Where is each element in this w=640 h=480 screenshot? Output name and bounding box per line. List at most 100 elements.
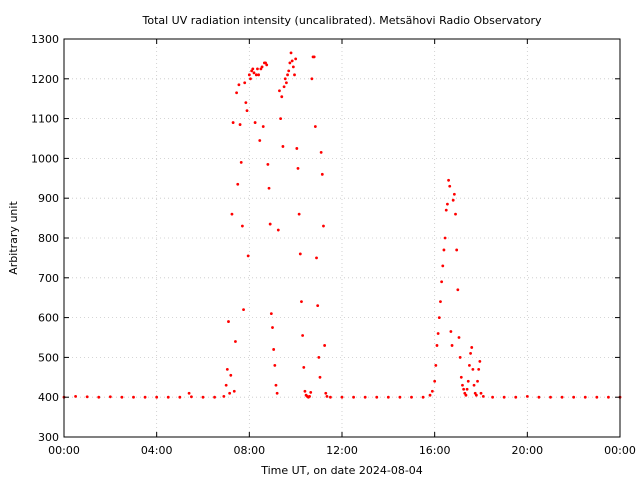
data-point — [268, 222, 272, 226]
data-point — [260, 65, 264, 69]
data-point — [295, 147, 299, 150]
data-point — [466, 379, 470, 383]
data-point — [267, 186, 271, 190]
data-point — [315, 256, 318, 260]
data-point — [447, 178, 450, 182]
data-point — [279, 117, 283, 120]
data-point — [297, 212, 301, 216]
data-point — [436, 332, 440, 335]
y-tick-label: 400 — [38, 391, 59, 404]
data-point — [329, 395, 332, 399]
data-point — [316, 304, 320, 308]
data-point — [456, 288, 460, 292]
data-point — [243, 81, 247, 85]
data-point — [278, 89, 281, 93]
x-axis-label: Time UT, on date 2024-08-04 — [260, 464, 423, 477]
data-point — [340, 395, 344, 399]
data-point — [502, 395, 506, 399]
data-point — [462, 387, 466, 391]
data-point — [256, 67, 259, 71]
x-tick-label: 16:00 — [419, 444, 451, 457]
data-point — [269, 312, 273, 316]
data-point — [560, 395, 564, 399]
x-tick-label: 12:00 — [326, 444, 358, 457]
y-axis-label: Arbitrary unit — [7, 201, 20, 275]
data-point — [230, 212, 234, 216]
x-tick-label: 00:00 — [604, 444, 636, 457]
data-point — [607, 395, 610, 399]
data-point — [246, 254, 250, 258]
data-point — [363, 395, 367, 399]
y-tick-label: 900 — [38, 192, 59, 205]
y-tick-label: 1200 — [31, 73, 59, 86]
data-point — [288, 61, 292, 65]
data-point — [234, 340, 237, 343]
data-point — [430, 389, 434, 393]
data-point — [272, 348, 276, 351]
data-point — [266, 162, 270, 166]
data-point — [222, 395, 226, 398]
data-point — [477, 367, 481, 371]
data-point — [201, 395, 205, 399]
data-point — [435, 344, 439, 347]
data-point — [322, 224, 325, 228]
y-tick-label: 500 — [38, 351, 59, 364]
data-point — [240, 224, 244, 228]
data-point — [433, 379, 437, 383]
data-point — [244, 101, 248, 105]
data-point — [252, 71, 256, 75]
data-point — [452, 192, 456, 196]
data-point — [459, 375, 463, 379]
data-point — [472, 383, 476, 387]
data-point — [440, 280, 444, 284]
data-point — [280, 95, 284, 99]
data-point — [275, 391, 279, 395]
data-point — [319, 151, 323, 154]
data-point — [308, 395, 311, 398]
x-tick-label: 08:00 — [233, 444, 265, 457]
data-point — [287, 69, 291, 73]
data-point — [525, 395, 529, 398]
data-point — [442, 248, 446, 252]
data-point — [437, 316, 441, 319]
y-tick-label: 300 — [38, 431, 59, 444]
data-point — [187, 391, 191, 395]
data-point — [258, 139, 262, 142]
data-point — [476, 379, 479, 383]
data-point — [441, 264, 445, 268]
data-point — [237, 83, 241, 87]
data-point — [190, 395, 193, 399]
data-point — [285, 81, 288, 85]
data-point — [224, 383, 228, 387]
data-point — [97, 395, 101, 399]
data-point — [235, 91, 238, 95]
data-point — [465, 387, 469, 391]
data-point — [254, 73, 258, 77]
data-point — [310, 77, 314, 81]
data-point — [178, 395, 182, 399]
data-point — [300, 300, 303, 304]
gridlines — [64, 39, 620, 437]
data-point — [439, 300, 442, 304]
data-point — [293, 73, 296, 77]
data-point — [298, 252, 302, 256]
data-point — [283, 77, 287, 81]
data-point — [386, 395, 390, 399]
data-point — [309, 391, 313, 394]
data-point — [276, 228, 280, 232]
data-point — [325, 395, 329, 398]
data-point — [479, 391, 483, 395]
data-point — [85, 395, 89, 399]
data-point — [454, 212, 457, 216]
chart-title: Total UV radiation intensity (uncalibrat… — [142, 14, 542, 27]
data-point — [470, 346, 474, 349]
data-point — [448, 184, 452, 188]
data-point — [595, 395, 599, 399]
data-point — [231, 121, 235, 124]
data-point — [312, 55, 316, 59]
data-point — [449, 330, 453, 333]
data-point — [318, 375, 322, 379]
data-point — [457, 336, 461, 339]
data-point — [213, 395, 216, 399]
data-point — [478, 359, 482, 363]
